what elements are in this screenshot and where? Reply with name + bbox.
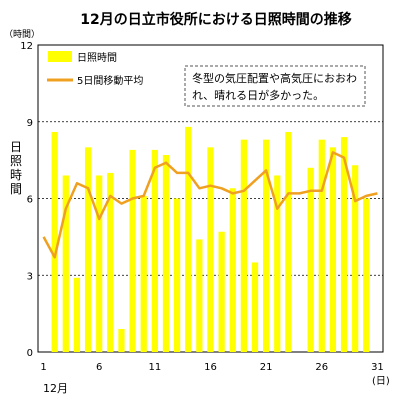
x-unit-label: (日) — [372, 376, 390, 387]
annotation-box: 冬型の気圧配置や高気圧におおわ れ、晴れる日が多かった。 — [184, 65, 366, 107]
bar — [162, 155, 170, 352]
bar — [240, 139, 248, 352]
bar — [363, 198, 370, 352]
bar — [118, 328, 125, 352]
x-tick-label: 26 — [315, 362, 328, 373]
bar — [84, 147, 92, 352]
y-tick-label: 6 — [27, 195, 33, 206]
bar — [73, 277, 81, 352]
y-tick-label: 12 — [20, 41, 33, 52]
legend: 日照時間 5日間移動平均 — [47, 51, 143, 87]
x-tick-label: 16 — [204, 362, 217, 373]
bar — [274, 175, 281, 352]
bar — [51, 131, 58, 352]
x-tick-label: 11 — [148, 362, 161, 373]
y-unit-label: （時間） — [4, 29, 40, 40]
bar — [307, 167, 314, 352]
bar — [263, 139, 270, 352]
bar — [340, 137, 348, 352]
chart-title: 12月の日立市役所における日照時間の推移 — [80, 11, 351, 28]
y-tick-labels: 0 3 6 9 12 — [20, 41, 33, 359]
annotation-line-2: れ、晴れる日が多かった。 — [192, 88, 324, 102]
legend-label-line: 5日間移動平均 — [77, 74, 143, 87]
x-tick-label: 6 — [96, 362, 102, 373]
bar-series — [51, 126, 370, 352]
bar — [318, 139, 325, 352]
legend-swatch-bar — [48, 51, 72, 62]
bar — [107, 172, 114, 352]
bar — [151, 149, 158, 352]
bar — [251, 262, 259, 352]
annotation-line-1: 冬型の気圧配置や高気圧におおわ — [192, 71, 357, 85]
bar — [96, 175, 103, 352]
y-tick-label: 3 — [27, 271, 33, 282]
bar — [229, 188, 236, 352]
bar — [352, 165, 359, 352]
y-tick-label: 0 — [27, 348, 33, 359]
x-tick-label: 1 — [40, 362, 46, 373]
x-tick-label: 31 — [371, 362, 384, 373]
line-series — [42, 151, 378, 259]
bar — [218, 231, 225, 352]
bar — [140, 195, 147, 352]
legend-label-bar: 日照時間 — [77, 52, 117, 64]
bar — [329, 147, 337, 352]
y-axis-label: 日照時間 — [10, 140, 22, 196]
bar — [173, 198, 181, 352]
x-month-label: 12月 — [43, 382, 68, 395]
bar — [185, 126, 192, 352]
bar — [196, 239, 203, 352]
bar — [285, 131, 292, 352]
bar — [207, 147, 214, 352]
bar — [62, 175, 69, 352]
x-tick-labels: 1 6 11 16 21 26 31 — [40, 362, 383, 373]
bar — [129, 149, 136, 352]
y-tick-label: 9 — [27, 118, 33, 129]
moving-average-line — [42, 151, 378, 259]
x-tick-label: 21 — [260, 362, 273, 373]
